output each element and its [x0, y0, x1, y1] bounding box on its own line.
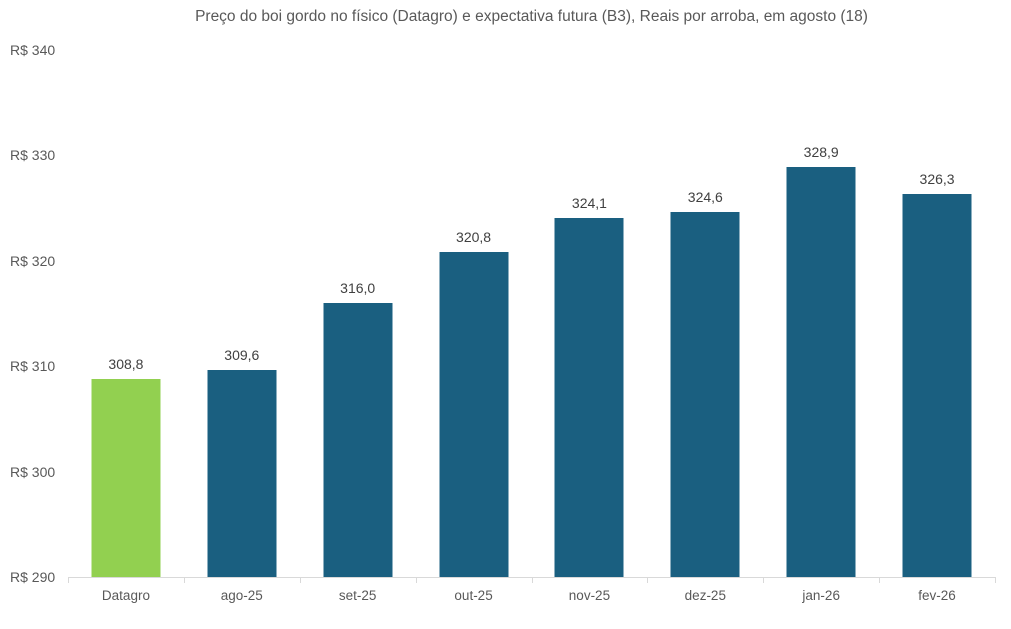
bar-column-dez-25: 324,6	[647, 50, 763, 577]
x-axis-tick-mark	[647, 577, 649, 583]
bar-column-set-25: 316,0	[300, 50, 416, 577]
bar-out-25	[439, 252, 509, 577]
bar-fev-26	[902, 194, 972, 577]
y-axis-tick-label: R$ 330	[10, 147, 56, 164]
bar-column-ago-25: 309,6	[184, 50, 300, 577]
x-axis-tick-mark	[415, 577, 417, 583]
bar-nov-25	[554, 217, 624, 577]
y-axis-tick-label: R$ 340	[10, 42, 56, 58]
x-axis-label-dez-25: dez-25	[684, 588, 726, 603]
x-axis-label-out-25: out-25	[454, 588, 493, 603]
bar-column-out-25: 320,8	[416, 50, 532, 577]
x-axis-tick-mark	[531, 577, 533, 583]
y-axis-tick-label: R$ 320	[10, 252, 56, 269]
bar-ago-25	[207, 370, 277, 577]
bar-datagro	[91, 378, 161, 577]
bar-value-label: 326,3	[919, 171, 955, 188]
x-axis-tick-mark	[299, 577, 301, 583]
y-axis-tick-label: R$ 300	[10, 463, 56, 480]
bar-jan-26	[786, 167, 856, 577]
bar-column-datagro: 308,8	[68, 50, 184, 577]
x-axis-tick-mark	[68, 577, 69, 583]
x-axis-label-fev-26: fev-26	[918, 588, 956, 603]
x-axis-label-ago-25: ago-25	[220, 588, 263, 603]
x-axis-tick-mark	[763, 577, 765, 583]
plot-area: 308,8 309,6 316,0 320,8 324,1 324,6 328,9 326,3	[68, 50, 996, 583]
chart-title: Preço do boi gordo no físico (Datagro) e…	[195, 8, 868, 25]
bar-value-label: 324,1	[571, 194, 607, 211]
bar-value-label: 308,8	[108, 355, 144, 372]
bar-value-label: 309,6	[224, 347, 260, 364]
bar-set-25	[323, 302, 393, 577]
x-axis-label-datagro: Datagro	[101, 588, 150, 603]
bar-value-label: 324,6	[687, 189, 723, 206]
x-axis-label-nov-25: nov-25	[568, 588, 611, 603]
bar-column-nov-25: 324,1	[532, 50, 648, 577]
bar-value-label: 328,9	[803, 144, 839, 160]
x-axis-label-set-25: set-25	[338, 588, 377, 603]
bar-value-label: 320,8	[456, 229, 492, 246]
y-axis-tick-label: R$ 310	[10, 358, 56, 375]
bar-column-jan-26: 328,9	[763, 50, 879, 577]
y-axis-tick-label: R$ 290	[10, 569, 56, 585]
x-axis-label-jan-26: jan-26	[802, 588, 840, 603]
bar-dez-25	[670, 212, 740, 577]
x-axis-tick-mark	[995, 577, 996, 583]
x-axis-tick-mark	[879, 577, 881, 583]
bar-column-fev-26: 326,3	[879, 50, 995, 577]
x-axis-tick-mark	[183, 577, 185, 583]
bar-value-label: 316,0	[340, 279, 376, 296]
